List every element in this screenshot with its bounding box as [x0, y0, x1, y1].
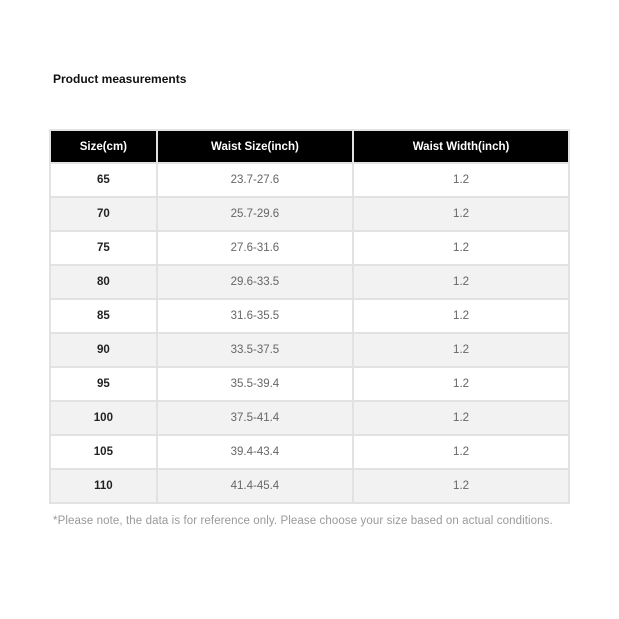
cell-waist-width: 1.2: [354, 266, 568, 298]
cell-waist-size: 35.5-39.4: [157, 368, 353, 400]
table-row: 90 33.5-37.5 1.2: [51, 334, 568, 366]
size-table: Size(cm) Waist Size(inch) Waist Width(in…: [49, 129, 570, 504]
table-row: 70 25.7-29.6 1.2: [51, 198, 568, 230]
cell-size: 105: [51, 436, 156, 468]
cell-waist-width: 1.2: [354, 334, 568, 366]
cell-waist-size: 29.6-33.5: [157, 266, 353, 298]
header-size: Size(cm): [51, 131, 156, 162]
cell-waist-size: 25.7-29.6: [157, 198, 353, 230]
table-row: 80 29.6-33.5 1.2: [51, 266, 568, 298]
table-row: 105 39.4-43.4 1.2: [51, 436, 568, 468]
table-row: 100 37.5-41.4 1.2: [51, 402, 568, 434]
header-waist-size: Waist Size(inch): [157, 131, 353, 162]
disclaimer-note: *Please note, the data is for reference …: [53, 515, 553, 527]
cell-waist-width: 1.2: [354, 198, 568, 230]
table-row: 95 35.5-39.4 1.2: [51, 368, 568, 400]
cell-waist-size: 39.4-43.4: [157, 436, 353, 468]
table-row: 75 27.6-31.6 1.2: [51, 232, 568, 264]
cell-size: 80: [51, 266, 156, 298]
cell-size: 110: [51, 470, 156, 502]
cell-size: 100: [51, 402, 156, 434]
cell-waist-width: 1.2: [354, 470, 568, 502]
cell-size: 95: [51, 368, 156, 400]
cell-waist-size: 33.5-37.5: [157, 334, 353, 366]
table-row: 110 41.4-45.4 1.2: [51, 470, 568, 502]
table-header-row: Size(cm) Waist Size(inch) Waist Width(in…: [51, 131, 568, 162]
cell-size: 85: [51, 300, 156, 332]
cell-waist-size: 27.6-31.6: [157, 232, 353, 264]
cell-waist-width: 1.2: [354, 368, 568, 400]
cell-waist-width: 1.2: [354, 402, 568, 434]
cell-waist-size: 23.7-27.6: [157, 164, 353, 196]
header-waist-width: Waist Width(inch): [354, 131, 568, 162]
cell-waist-size: 31.6-35.5: [157, 300, 353, 332]
cell-size: 75: [51, 232, 156, 264]
cell-waist-width: 1.2: [354, 232, 568, 264]
cell-waist-size: 41.4-45.4: [157, 470, 353, 502]
cell-size: 70: [51, 198, 156, 230]
table-row: 65 23.7-27.6 1.2: [51, 164, 568, 196]
table-row: 85 31.6-35.5 1.2: [51, 300, 568, 332]
cell-waist-size: 37.5-41.4: [157, 402, 353, 434]
cell-size: 90: [51, 334, 156, 366]
page-title: Product measurements: [53, 72, 187, 86]
cell-size: 65: [51, 164, 156, 196]
cell-waist-width: 1.2: [354, 300, 568, 332]
cell-waist-width: 1.2: [354, 164, 568, 196]
cell-waist-width: 1.2: [354, 436, 568, 468]
